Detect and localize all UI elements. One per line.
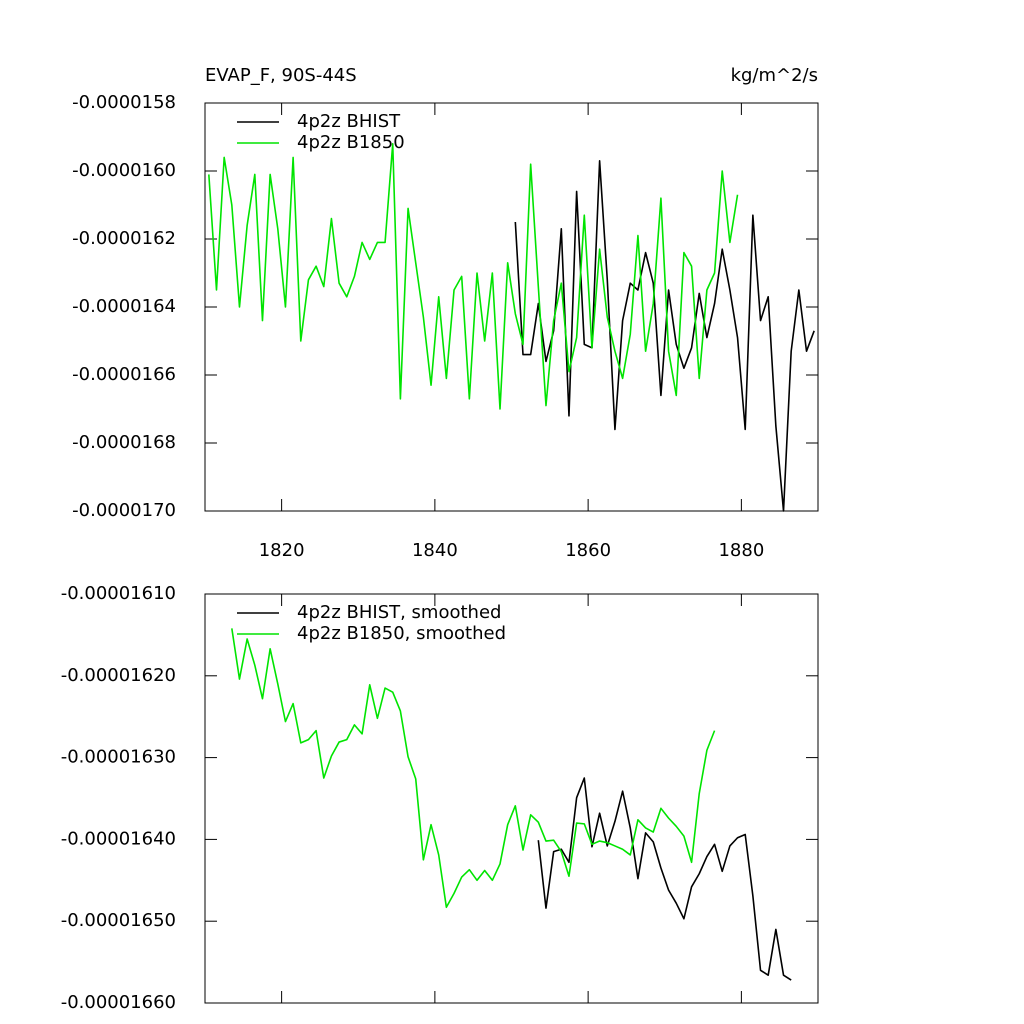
chart-title: EVAP_F, 90S-44S: [205, 65, 357, 86]
plot-frame: [204, 102, 819, 512]
y-tick-label: -0.00001640: [61, 828, 176, 849]
units-label: kg/m^2/s: [731, 65, 818, 86]
series-line: [514, 160, 815, 512]
x-tick-label: 1820: [259, 540, 305, 561]
y-tick-label: -0.0000166: [72, 364, 176, 385]
x-tick-label: 1880: [718, 540, 764, 561]
y-tick-label: -0.0000168: [72, 432, 176, 453]
plot-frame: [204, 593, 819, 1004]
y-tick-label: -0.00001630: [61, 747, 176, 768]
y-tick-label: -0.0000162: [72, 228, 176, 249]
legend-label: 4p2z B1850: [297, 132, 405, 153]
series-line: [208, 143, 739, 410]
y-tick-label: -0.0000160: [72, 160, 176, 181]
legend-label: 4p2z B1850, smoothed: [297, 623, 506, 644]
y-tick-label: -0.0000164: [72, 296, 176, 317]
y-tick-label: -0.0000170: [72, 500, 176, 521]
series-line: [537, 777, 792, 981]
y-tick-label: -0.0000158: [72, 92, 176, 113]
legend-label: 4p2z BHIST, smoothed: [297, 602, 501, 623]
y-tick-label: -0.00001660: [61, 992, 176, 1013]
y-tick-label: -0.00001610: [61, 583, 176, 604]
x-tick-label: 1840: [412, 540, 458, 561]
y-tick-label: -0.00001620: [61, 665, 176, 686]
series-line: [231, 628, 716, 909]
y-tick-label: -0.00001650: [61, 910, 176, 931]
x-tick-label: 1860: [565, 540, 611, 561]
legend-label: 4p2z BHIST: [297, 111, 401, 132]
